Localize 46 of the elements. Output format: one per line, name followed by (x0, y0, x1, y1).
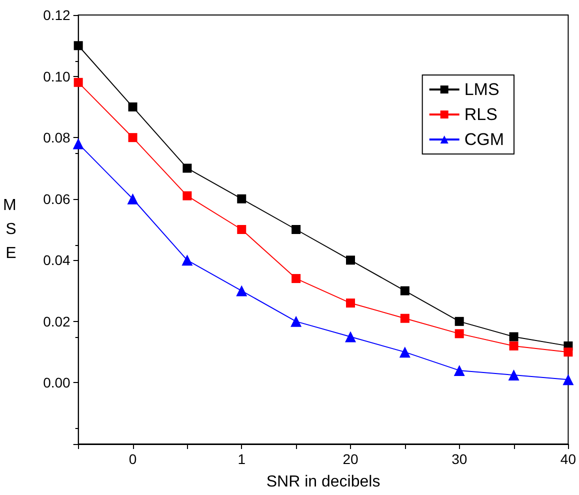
y-tick-label: 0.00 (43, 374, 71, 391)
point (508, 370, 520, 381)
legend-label: LMS (464, 80, 500, 99)
point (562, 374, 574, 386)
point (400, 286, 410, 296)
point (346, 298, 355, 308)
point (290, 316, 302, 327)
y-tick-label: 0.04 (43, 252, 71, 268)
point (237, 225, 246, 234)
point (237, 194, 246, 204)
x-tick-label: 30 (452, 451, 468, 467)
point (292, 225, 301, 234)
point (72, 138, 84, 150)
point (127, 193, 138, 204)
point (74, 78, 83, 87)
point (454, 329, 464, 338)
point (74, 41, 83, 50)
y-tick-label: 0.08 (43, 130, 71, 146)
point (346, 256, 355, 265)
point (292, 274, 301, 284)
y-tick-label: 0.12 (43, 7, 71, 23)
y-tick-label: 0.06 (43, 190, 71, 207)
point (182, 254, 193, 266)
point (509, 341, 518, 350)
point (182, 191, 192, 200)
point (399, 346, 410, 358)
legend-label: RLS (464, 105, 498, 124)
point (128, 133, 138, 142)
y-axis-title: MSE (3, 197, 16, 262)
x-tick-label: 1 (238, 451, 246, 467)
point (128, 102, 138, 112)
legend-label: CGM (464, 130, 504, 149)
point (454, 364, 465, 376)
point (509, 332, 518, 342)
point (454, 316, 464, 326)
point (564, 348, 573, 357)
point (236, 285, 248, 296)
y-tick-label: 0.10 (43, 68, 71, 84)
point (182, 164, 192, 173)
x-axis-title: SNR in decibels (266, 474, 380, 490)
x-tick-label: 0 (128, 451, 137, 467)
point (400, 314, 410, 323)
x-tick-label: 40 (560, 451, 576, 467)
y-tick-label: 0.02 (43, 313, 71, 330)
point (344, 331, 356, 342)
x-tick-label: 20 (342, 451, 358, 467)
